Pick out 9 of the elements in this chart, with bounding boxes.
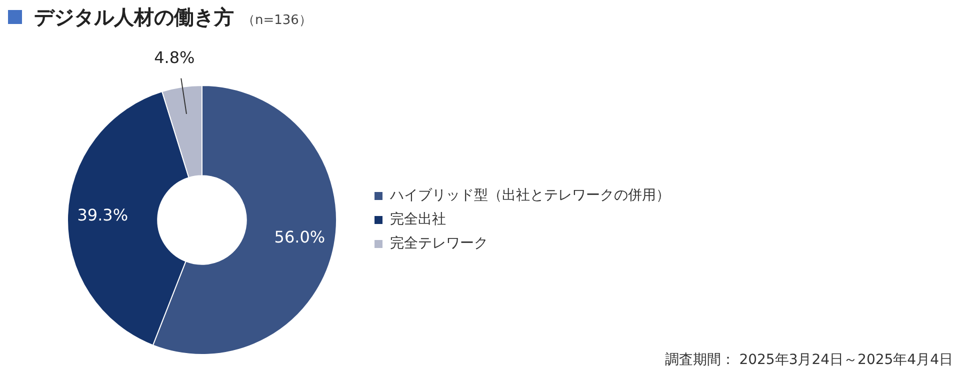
data-label: 39.3% bbox=[77, 206, 128, 225]
data-label: 4.8% bbox=[154, 48, 195, 68]
data-label: 56.0% bbox=[274, 228, 326, 247]
text: 調査期間： 2025年3月24日～2025年4月4日 bbox=[664, 351, 953, 369]
legend-label: 完全出社 bbox=[390, 212, 446, 228]
chart-title: デジタル人材の働き方 bbox=[34, 5, 234, 29]
legend-label: ハイブリッド型（出社とテレワークの併用） bbox=[389, 188, 670, 204]
legend-label: 完全テレワーク bbox=[390, 236, 488, 252]
chart-subtitle: （n=136） bbox=[242, 13, 312, 28]
